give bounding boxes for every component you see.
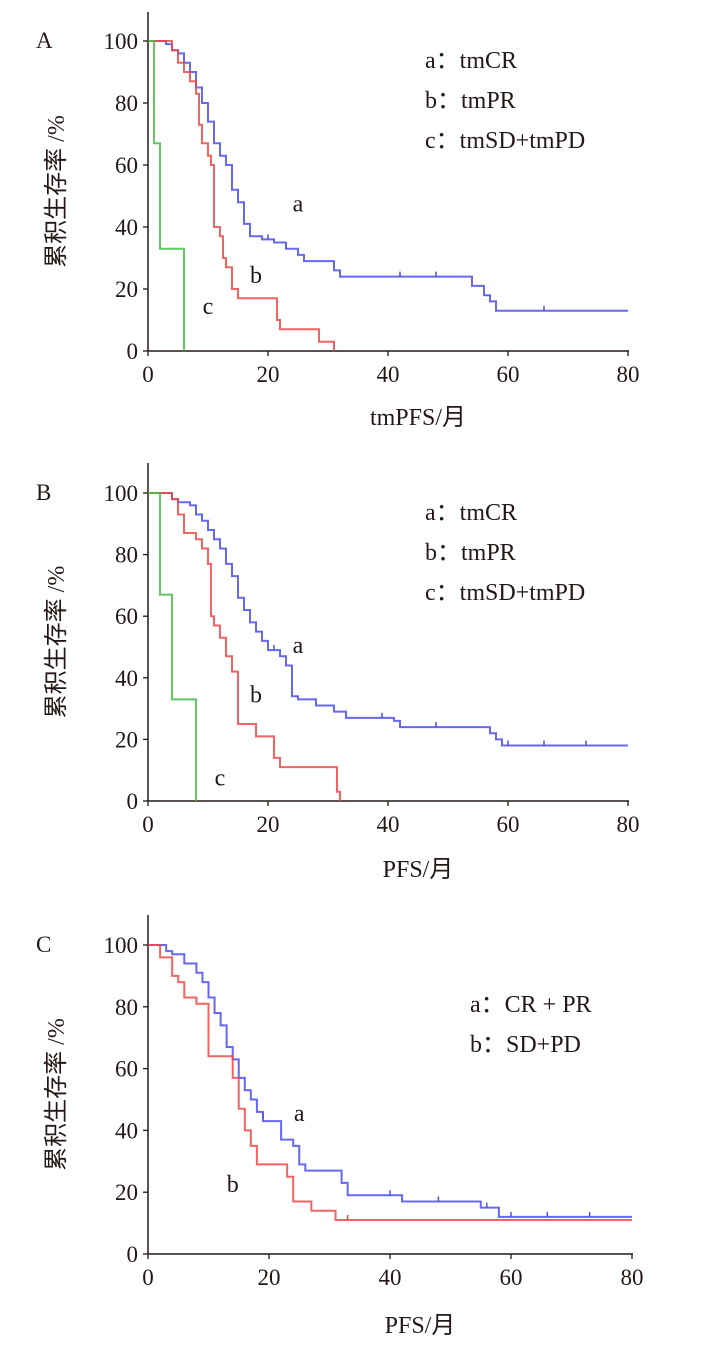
survival-curve-a — [148, 40, 628, 312]
curve-label-b: b — [227, 1172, 239, 1198]
y-tick-label: 60 — [115, 153, 138, 178]
y-axis-label: 累积生存率 /% — [43, 566, 70, 719]
x-tick-label: 40 — [377, 812, 400, 837]
legend-entry: c：tmSD+tmPD — [425, 580, 585, 606]
legend-entry: a：tmCR — [425, 48, 517, 74]
survival-curve-a — [148, 492, 628, 747]
x-axis-label: PFS/月 — [385, 1313, 456, 1339]
panel-label: A — [36, 28, 53, 53]
y-tick-label: 20 — [115, 277, 138, 302]
legend-entry: c：tmSD+tmPD — [425, 128, 585, 154]
y-tick-label: 100 — [104, 481, 139, 506]
y-tick-label: 0 — [127, 339, 139, 364]
panel-label: B — [36, 480, 51, 505]
x-tick-label: 40 — [377, 362, 400, 387]
x-tick-label: 60 — [497, 812, 520, 837]
x-tick-label: 20 — [257, 812, 280, 837]
x-tick-label: 0 — [142, 362, 154, 387]
survival-curve-c — [148, 40, 185, 351]
x-tick-label: 40 — [379, 1265, 402, 1290]
x-tick-label: 20 — [257, 362, 280, 387]
curve-label-b: b — [250, 682, 262, 708]
y-tick-label: 80 — [115, 91, 138, 116]
x-tick-label: 80 — [617, 362, 640, 387]
legend-entry: b：tmPR — [425, 540, 516, 566]
y-tick-label: 0 — [127, 1242, 139, 1267]
y-tick-label: 60 — [115, 1057, 138, 1082]
x-axis-label: tmPFS/月 — [370, 405, 466, 431]
survival-curve-b — [148, 492, 341, 801]
y-tick-label: 0 — [127, 789, 139, 814]
y-axis-label: 累积生存率 /% — [43, 1018, 70, 1171]
legend-entry: a：tmCR — [425, 500, 517, 526]
x-tick-label: 80 — [621, 1265, 644, 1290]
y-tick-label: 40 — [115, 215, 138, 240]
legend-entry: b：tmPR — [425, 88, 516, 114]
curve-label-c: c — [203, 294, 214, 320]
survival-curve-a — [148, 944, 632, 1218]
curve-label-c: c — [215, 766, 226, 792]
survival-curve-b — [148, 944, 632, 1222]
y-tick-label: 40 — [115, 1118, 138, 1143]
y-tick-label: 100 — [104, 933, 139, 958]
panel-label: C — [36, 932, 51, 957]
curve-label-a: a — [293, 633, 304, 659]
curve-label-a: a — [293, 192, 304, 218]
y-tick-label: 60 — [115, 604, 138, 629]
y-tick-label: 80 — [115, 543, 138, 568]
survival-curve-b — [148, 40, 335, 351]
x-tick-label: 60 — [497, 362, 520, 387]
y-tick-label: 80 — [115, 995, 138, 1020]
y-axis-label: 累积生存率 /% — [43, 115, 70, 268]
legend-entry: a：CR + PR — [470, 992, 592, 1018]
curve-label-b: b — [250, 263, 262, 289]
x-axis-label: PFS/月 — [383, 857, 454, 883]
x-tick-label: 60 — [500, 1265, 523, 1290]
x-tick-label: 20 — [258, 1265, 281, 1290]
x-tick-label: 0 — [142, 1265, 154, 1290]
x-tick-label: 80 — [617, 812, 640, 837]
legend-entry: b：SD+PD — [470, 1032, 581, 1058]
survival-curve-c — [148, 492, 197, 801]
x-tick-label: 0 — [142, 812, 154, 837]
y-tick-label: 20 — [115, 1180, 138, 1205]
y-tick-label: 20 — [115, 727, 138, 752]
curve-label-a: a — [294, 1101, 305, 1127]
y-tick-label: 40 — [115, 666, 138, 691]
y-tick-label: 100 — [104, 29, 139, 54]
